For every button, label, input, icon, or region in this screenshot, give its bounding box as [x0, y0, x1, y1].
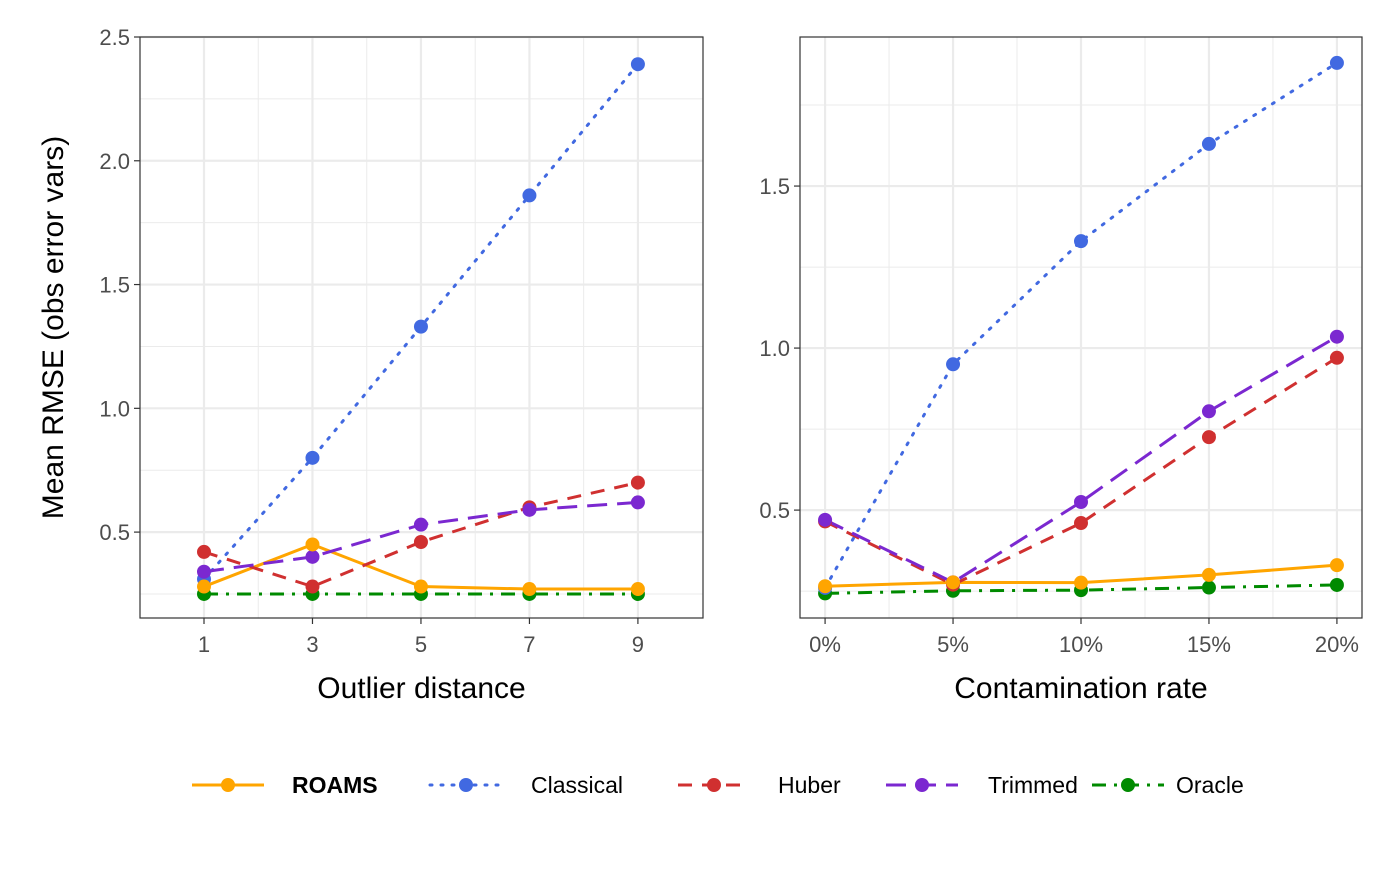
data-point-roams	[413, 579, 428, 594]
legend-label: Oracle	[1176, 772, 1244, 798]
data-point-roams	[197, 579, 212, 594]
x-tick-label: 15%	[1187, 632, 1231, 657]
x-tick-label: 5%	[937, 632, 969, 657]
x-tick-label: 7	[523, 632, 535, 657]
legend-key-point	[1121, 778, 1135, 792]
legend-key-point	[707, 778, 721, 792]
x-tick-label: 10%	[1059, 632, 1103, 657]
data-point-trimmed	[522, 502, 537, 517]
data-point-classical	[630, 57, 645, 72]
data-point-classical	[1329, 55, 1344, 70]
series-line-huber	[824, 356, 1338, 587]
legend-label: ROAMS	[292, 772, 378, 798]
data-point-classical	[946, 357, 961, 372]
data-point-huber	[305, 579, 320, 594]
data-point-classical	[305, 450, 320, 465]
data-point-huber	[1329, 350, 1344, 365]
legend-label: Trimmed	[988, 772, 1078, 798]
legend-item-trimmed: Trimmed	[886, 772, 1078, 798]
data-point-roams	[1074, 575, 1088, 590]
legend-label: Huber	[778, 772, 841, 798]
legend: ROAMS Classical Huber Trimmed Oracle	[192, 772, 1244, 798]
data-point-classical	[413, 319, 428, 334]
data-point-trimmed	[630, 495, 645, 510]
legend-label: Classical	[531, 772, 623, 798]
panel-2: 0% 5% 10% 15% 20% 0.5 1.0 1.5 Contamination rate	[759, 36, 1363, 705]
data-point-trimmed	[1329, 329, 1344, 344]
data-point-huber	[197, 544, 212, 559]
data-point-roams	[818, 579, 833, 594]
data-point-classical	[522, 188, 537, 203]
data-point-trimmed	[197, 564, 212, 579]
data-point-trimmed	[413, 517, 428, 532]
data-point-oracle	[1329, 577, 1344, 592]
data-point-huber	[413, 535, 428, 550]
x-tick-label: 9	[632, 632, 644, 657]
data-point-roams	[305, 537, 320, 552]
data-point-trimmed	[818, 512, 833, 527]
y-tick-label: 2.5	[99, 25, 130, 50]
data-point-roams	[1329, 558, 1344, 573]
x-tick-label: 0%	[809, 632, 841, 657]
data-point-oracle	[1201, 580, 1216, 595]
x-tick-label: 20%	[1315, 632, 1359, 657]
data-point-roams	[1201, 567, 1216, 582]
data-point-roams	[946, 575, 961, 590]
y-tick-label: 2.0	[99, 149, 130, 174]
data-point-classical	[1074, 234, 1088, 249]
x-axis-title: Outlier distance	[317, 672, 525, 705]
data-point-trimmed	[305, 549, 320, 564]
x-tick-label: 3	[306, 632, 318, 657]
y-tick-label: 1.0	[99, 396, 130, 421]
legend-item-huber: Huber	[678, 772, 841, 798]
data-point-huber	[1201, 430, 1216, 445]
y-tick-label: 1.5	[99, 273, 130, 298]
y-tick-label: 0.5	[759, 498, 790, 523]
data-point-huber	[630, 475, 645, 490]
legend-item-roams: ROAMS	[192, 772, 378, 798]
y-tick-label: 1.5	[759, 174, 790, 199]
data-point-roams	[630, 582, 645, 597]
legend-item-classical: Classical	[428, 772, 623, 798]
data-point-trimmed	[1201, 404, 1216, 419]
x-tick-label: 5	[415, 632, 427, 657]
series-line-huber	[203, 481, 639, 589]
data-point-classical	[1201, 136, 1216, 151]
panel-1: 1 3 5 7 9 0.5 1.0 1.5 2.0 2.5 Outlier distance Mean…	[37, 25, 704, 705]
legend-key-point	[459, 778, 473, 792]
legend-key-point	[915, 778, 929, 792]
y-tick-label: 1.0	[759, 336, 790, 361]
data-point-huber	[1074, 516, 1088, 531]
y-axis-title: Mean RMSE (obs error vars)	[37, 136, 70, 519]
data-point-trimmed	[1074, 494, 1088, 509]
data-point-roams	[522, 582, 537, 597]
legend-item-oracle: Oracle	[1092, 772, 1244, 798]
x-tick-label: 1	[198, 632, 210, 657]
legend-key-point	[221, 778, 235, 792]
x-axis-title: Contamination rate	[954, 672, 1207, 705]
y-tick-label: 0.5	[99, 520, 130, 545]
series-line-trimmed	[824, 335, 1338, 585]
